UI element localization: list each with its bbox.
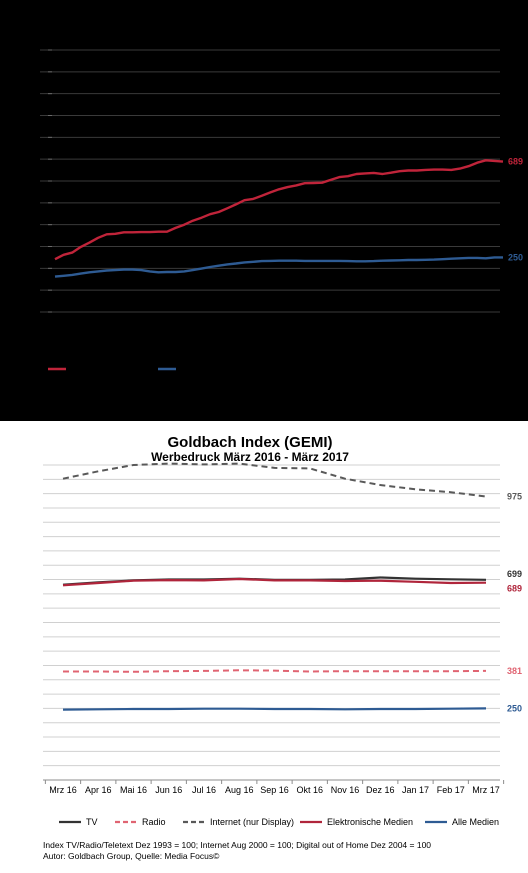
x-tick-label: Aug 16 xyxy=(225,785,254,795)
bottom-chart-x-ticks: Mrz 16 Apr 16 Mai 16 Jun 16 Jul 16 Aug 16 Sep … xyxy=(44,780,505,795)
x-tick-label: Jul 16 xyxy=(192,785,216,795)
x-tick-label: Sep 16 xyxy=(260,785,289,795)
series-end-label: 381 xyxy=(507,666,522,676)
x-tick-label: Apr 16 xyxy=(85,785,112,795)
legend-label: Radio xyxy=(142,817,166,827)
bottom-chart-background xyxy=(0,421,528,873)
x-tick-label: Jan 17 xyxy=(402,785,429,795)
chart-title: Goldbach Index (GEMI) xyxy=(167,434,332,451)
x-tick-label: Mai 16 xyxy=(120,785,147,795)
footnote-index-base: Index TV/Radio/Teletext Dez 1993 = 100; … xyxy=(43,840,431,850)
series-line-elektronische-medien xyxy=(62,577,487,587)
top-chart-gridlines xyxy=(40,49,500,313)
x-tick-label: Mrz 17 xyxy=(472,785,500,795)
top-series-end-label: 250 xyxy=(508,252,523,262)
series-line-internet-nur-display xyxy=(62,462,487,498)
chart-subtitle: Werbedruck März 2016 - März 2017 xyxy=(151,450,349,464)
bottom-chart-legend: TV Radio Internet (nur Display) Elektronisc… xyxy=(59,817,499,827)
top-series-end-label: 689 xyxy=(508,157,523,167)
series-end-label: 250 xyxy=(507,703,522,713)
top-series-line-0 xyxy=(54,159,504,261)
bottom-chart-gridlines xyxy=(43,464,500,781)
series-line-alle-medien xyxy=(62,707,487,711)
x-tick-label: Nov 16 xyxy=(331,785,360,795)
legend-label: Alle Medien xyxy=(452,817,499,827)
legend-label: Internet (nur Display) xyxy=(210,817,294,827)
footnote-author-source: Autor: Goldbach Group, Quelle: Media Foc… xyxy=(43,851,220,861)
series-line-radio xyxy=(63,669,487,673)
legend-label: TV xyxy=(86,817,98,827)
series-end-label: 699 xyxy=(507,569,522,579)
x-tick-label: Feb 17 xyxy=(437,785,465,795)
legend-label: Elektronische Medien xyxy=(327,817,413,827)
top-series-line-1 xyxy=(54,256,503,278)
x-tick-label: Dez 16 xyxy=(366,785,395,795)
bottom-chart-series: 699 381 975 689 250 xyxy=(62,462,522,713)
x-tick-label: Jun 16 xyxy=(155,785,182,795)
x-tick-label: Mrz 16 xyxy=(49,785,77,795)
series-end-label: 975 xyxy=(507,492,522,502)
top-chart-background xyxy=(0,0,528,421)
top-chart-series: 689 250 xyxy=(54,157,523,278)
series-end-label: 689 xyxy=(507,584,522,594)
x-tick-label: Okt 16 xyxy=(296,785,323,795)
